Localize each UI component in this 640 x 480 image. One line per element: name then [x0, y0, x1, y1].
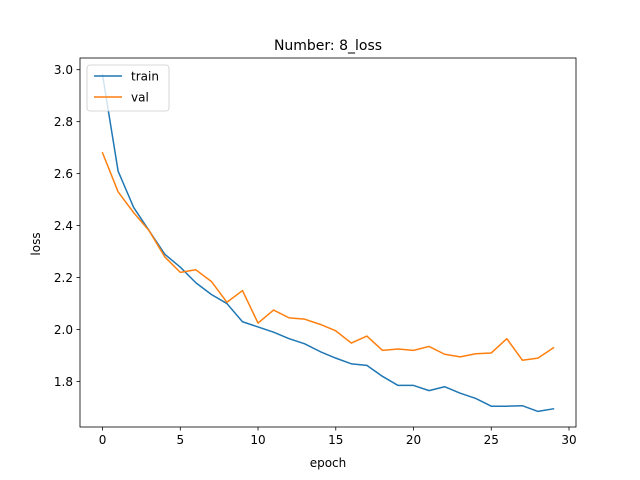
plot-frame: [79, 57, 577, 428]
y-tick-label: 2.6: [54, 167, 73, 181]
x-tick-label: 0: [99, 433, 107, 447]
x-tick-label: 10: [250, 433, 265, 447]
legend: train val: [86, 64, 170, 112]
y-tick-label: 1.8: [54, 375, 73, 389]
y-tick-label: 2.8: [54, 115, 73, 129]
y-axis-label: loss: [29, 232, 43, 255]
y-tick-label: 2.0: [54, 323, 73, 337]
y-tick-label: 2.4: [54, 219, 73, 233]
x-axis-label: epoch: [310, 456, 347, 470]
legend-label-val: val: [131, 91, 149, 105]
x-tick-label: 15: [328, 433, 343, 447]
y-tick-label: 3.0: [54, 63, 73, 77]
x-tick-label: 30: [561, 433, 576, 447]
legend-label-train: train: [131, 70, 159, 84]
series-line-train: [101, 74, 555, 413]
x-tick-label: 25: [484, 433, 499, 447]
chart-title: Number: 8_loss: [274, 38, 382, 54]
x-tick-label: 5: [176, 433, 184, 447]
plot-area: 0 5 10 15 20 25 30 1.8 2.0 2.2 2.4 2.6 2.8 3.0 train va…: [54, 57, 577, 447]
series-line-val: [101, 151, 555, 361]
x-tick-label: 20: [406, 433, 421, 447]
y-tick-label: 2.2: [54, 271, 73, 285]
